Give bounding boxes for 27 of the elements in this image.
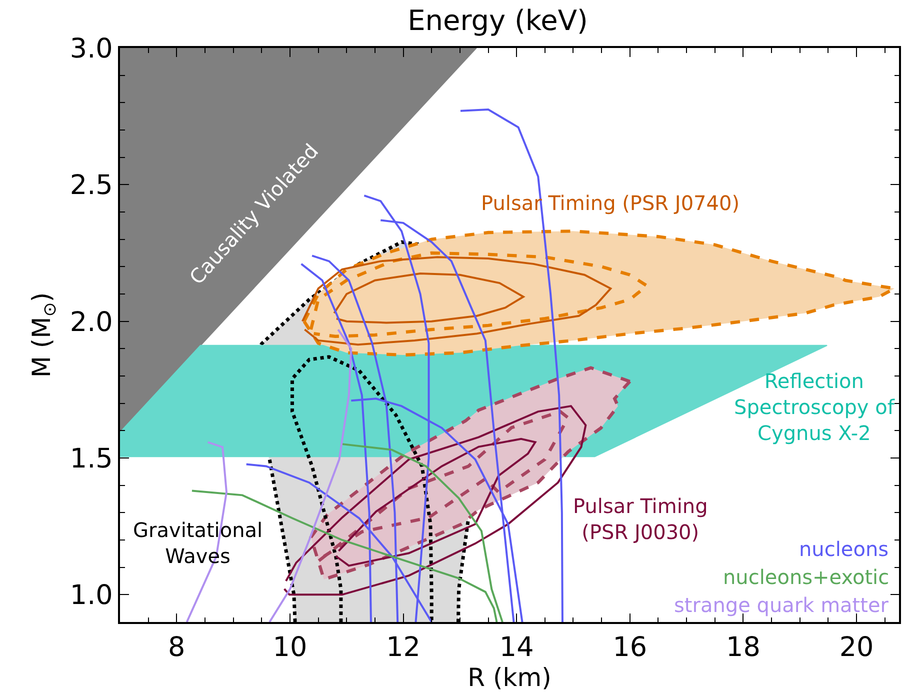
line-series (301, 256, 612, 346)
line-series (317, 410, 570, 562)
line-series (333, 272, 524, 324)
x-tick-label: 10 (272, 632, 308, 664)
x-tick-label: 20 (839, 632, 874, 664)
line-series (334, 438, 536, 567)
chart-title: Energy (keV) (408, 4, 588, 38)
y-tick-label: 2.0 (70, 306, 113, 338)
x-tick-label: 16 (612, 632, 648, 664)
x-tick-label: 8 (168, 632, 186, 664)
text: strange quark matter (674, 593, 890, 617)
x-axis-title: R (km) (468, 663, 552, 692)
line-series (341, 443, 504, 622)
x-tick-label: 14 (499, 632, 534, 664)
y-tick-label: 2.5 (70, 170, 113, 202)
text: nucleons (799, 537, 889, 561)
y-tick-label: 1.5 (70, 443, 113, 474)
line-series (268, 328, 352, 622)
text: nucleons+exotic (723, 565, 890, 589)
x-tick-label: 18 (726, 632, 760, 664)
x-tick-label: 12 (386, 632, 420, 664)
y-tick-label: 3.0 (70, 33, 113, 64)
annotation: Gravitational Waves (133, 518, 263, 568)
annotation: Reflection Spectroscopy of Cygnus X-2 (734, 369, 896, 445)
line-series (309, 251, 648, 338)
annotation: Pulsar Timing (PSR J0030) (573, 494, 708, 544)
y-tick-label: 1.0 (70, 580, 113, 612)
